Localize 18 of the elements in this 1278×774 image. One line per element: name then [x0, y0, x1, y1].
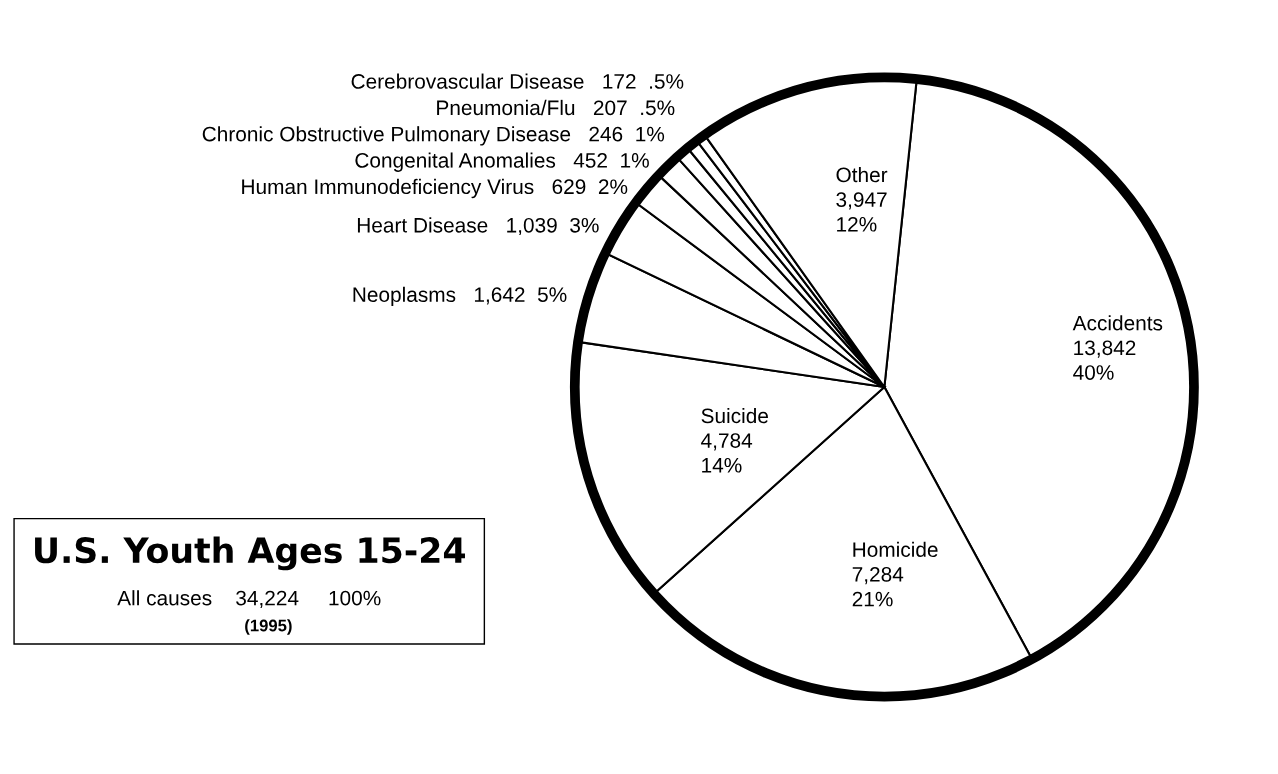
slice-label: Other — [836, 166, 888, 183]
slice-label: Accidents — [1072, 315, 1163, 331]
slice-label: Cerebrovascular Disease 172 .5% — [351, 73, 684, 89]
text: All causes 34,224 100% — [117, 590, 381, 608]
slice-label: Human Immunodeficiency Virus 629 2% — [242, 178, 628, 199]
slice-label: Heart Disease 1,039 3% — [357, 217, 599, 236]
text: U.S. Youth Ages 15-24 — [35, 536, 465, 571]
slice-label: Suicide — [701, 407, 768, 424]
data-label: 4,784 14% — [701, 433, 753, 473]
slice-label: Congenital Anomalies 452 1% — [355, 152, 649, 172]
data-label: 3,947 12% — [836, 192, 887, 232]
slice-label: Neoplasms 1,642 5% — [353, 286, 567, 307]
slice-label: Homicide — [853, 541, 938, 558]
text: (1995) — [245, 619, 292, 635]
slice-label: Chronic Obstructive Pulmonary Disease 246 1% — [202, 126, 665, 146]
data-label: 13,842 40% — [1073, 340, 1136, 380]
data-label: 7,284 21% — [852, 566, 904, 607]
slice-label: Pneumonia/Flu 207 .5% — [437, 99, 675, 116]
